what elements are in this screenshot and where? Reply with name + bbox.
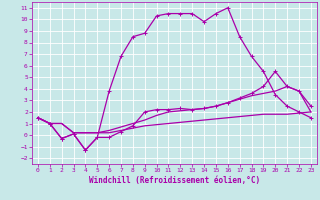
X-axis label: Windchill (Refroidissement éolien,°C): Windchill (Refroidissement éolien,°C) [89, 176, 260, 185]
